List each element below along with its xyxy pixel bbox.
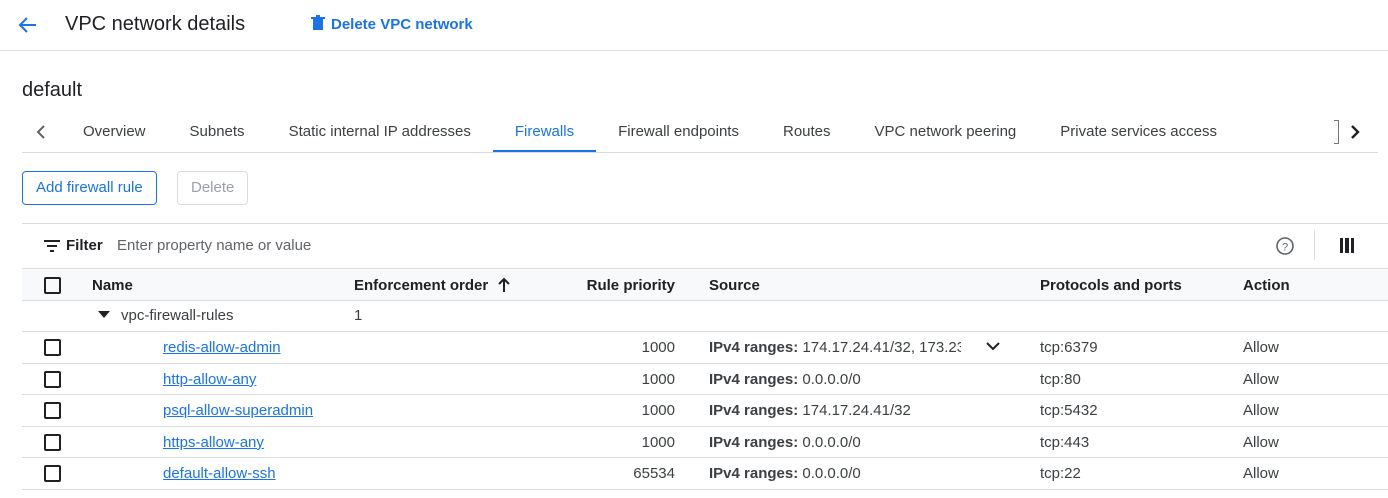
filter-input[interactable]: Enter property name or value (117, 237, 312, 254)
divider (0, 50, 1388, 51)
divider (22, 223, 1388, 224)
source-label: IPv4 ranges: (709, 339, 799, 356)
header-row: Name Enforcement order Rule priority Source… (22, 268, 1388, 301)
source: IPv4 ranges: 174.17.24.41/32, 173.23 (709, 339, 961, 356)
source-value: 0.0.0.0/0 (802, 370, 861, 388)
group-order: 1 (354, 307, 363, 324)
delete-button[interactable]: Delete (177, 171, 249, 205)
tab[interactable]: Overview (83, 123, 146, 140)
rule-row: default-allow-ssh 65534 IPv4 ranges: 0.0.0… (22, 458, 1388, 490)
tabs-prev[interactable] (34, 124, 48, 140)
tab[interactable]: Private services access (1060, 123, 1217, 140)
rule-row: psql-allow-superadmin 1000 IPv4 ranges: 17… (22, 395, 1388, 427)
source-label: IPv4 ranges: (709, 370, 799, 388)
sort-icon (498, 277, 510, 292)
group-name: vpc-firewall-rules (121, 307, 234, 324)
protocols: tcp:22 (1040, 465, 1081, 483)
source-value: 174.17.24.41/32 (802, 402, 911, 420)
tab[interactable]: Static internal IP addresses (288, 123, 471, 140)
tabs-next[interactable] (1348, 124, 1362, 140)
back-button[interactable] (16, 14, 38, 36)
label: Delete VPC network (331, 16, 473, 33)
rule-link[interactable]: psql-allow-superadmin (163, 402, 314, 420)
filter-icon (44, 240, 60, 252)
action: Allow (1243, 433, 1279, 451)
tab[interactable]: VPC network peering (874, 123, 1017, 140)
rule-link[interactable]: default-allow-ssh (163, 465, 276, 483)
protocols: tcp:6379 (1040, 339, 1098, 356)
expand-icon[interactable] (98, 311, 110, 319)
priority: 1000 (641, 402, 675, 420)
columns-icon[interactable] (1340, 238, 1354, 253)
source: IPv4 ranges: 174.17.24.41/32 (709, 402, 911, 419)
priority: 1000 (641, 339, 675, 356)
help-icon[interactable]: ? (1275, 236, 1295, 256)
group-row: vpc-firewall-rules 1 (22, 300, 1388, 332)
row-checkbox[interactable] (44, 433, 61, 451)
tab-bar: Overview Subnets Static internal IP addres… (61, 112, 1239, 152)
tab[interactable]: Firewall endpoints (618, 123, 739, 140)
action: Allow (1243, 370, 1279, 388)
source: IPv4 ranges: 0.0.0.0/0 (709, 434, 861, 451)
tab[interactable]: Routes (782, 123, 831, 140)
rule-row: redis-allow-admin 1000 IPv4 ranges: 174.17… (22, 332, 1388, 364)
source-value: 0.0.0.0/0 (802, 465, 861, 483)
select-all-checkbox[interactable] (44, 277, 61, 294)
source: IPv4 ranges: 0.0.0.0/0 (709, 371, 861, 388)
network-name: default (22, 79, 83, 101)
priority: 1000 (641, 433, 675, 451)
column-header[interactable]: Enforcement order (354, 277, 489, 294)
action: Allow (1243, 402, 1279, 420)
rule-link[interactable]: https-allow-any (163, 433, 264, 451)
rule-row: http-allow-any 1000 IPv4 ranges: 0.0.0.0/0… (22, 364, 1388, 396)
source-label: IPv4 ranges: (709, 433, 799, 451)
priority: 1000 (641, 370, 675, 388)
page-title: VPC network details (65, 13, 246, 35)
column-header[interactable]: Name (92, 277, 133, 294)
protocols: tcp:5432 (1040, 402, 1098, 420)
row-checkbox[interactable] (44, 402, 61, 420)
row-checkbox[interactable] (44, 339, 61, 356)
source-label: IPv4 ranges: (709, 402, 799, 420)
clipped-tab (1334, 120, 1339, 144)
rule-link[interactable]: redis-allow-admin (163, 339, 281, 356)
rule-link[interactable]: http-allow-any (163, 370, 257, 388)
source: IPv4 ranges: 0.0.0.0/0 (709, 465, 861, 482)
trash-icon (311, 15, 325, 30)
protocols: tcp:80 (1040, 370, 1081, 388)
source-value: 174.17.24.41/32, 173.23 (802, 339, 961, 356)
source-label: IPv4 ranges: (709, 465, 799, 483)
column-header[interactable]: Protocols and ports (1040, 277, 1182, 294)
divider (22, 152, 1378, 153)
row-checkbox[interactable] (44, 370, 61, 388)
protocols: tcp:443 (1040, 433, 1090, 451)
tab[interactable]: Subnets (189, 123, 245, 140)
divider (1314, 230, 1315, 260)
column-header[interactable]: Source (709, 277, 760, 294)
action: Allow (1243, 465, 1279, 483)
filter-label: Filter (66, 237, 103, 254)
add-rule-button[interactable]: Add firewall rule (22, 171, 157, 205)
rule-row: https-allow-any 1000 IPv4 ranges: 0.0.0.0/… (22, 427, 1388, 459)
column-header[interactable]: Rule priority (586, 277, 675, 294)
expand-source[interactable] (985, 341, 1001, 353)
action: Allow (1243, 339, 1279, 356)
svg-text:?: ? (1282, 242, 1288, 254)
column-header[interactable]: Action (1243, 277, 1290, 294)
delete-network-button[interactable]: Delete VPC network (311, 15, 473, 33)
priority: 65534 (633, 465, 675, 483)
tab[interactable]: Firewalls (492, 112, 597, 152)
row-checkbox[interactable] (44, 465, 61, 483)
source-value: 0.0.0.0/0 (802, 433, 861, 451)
